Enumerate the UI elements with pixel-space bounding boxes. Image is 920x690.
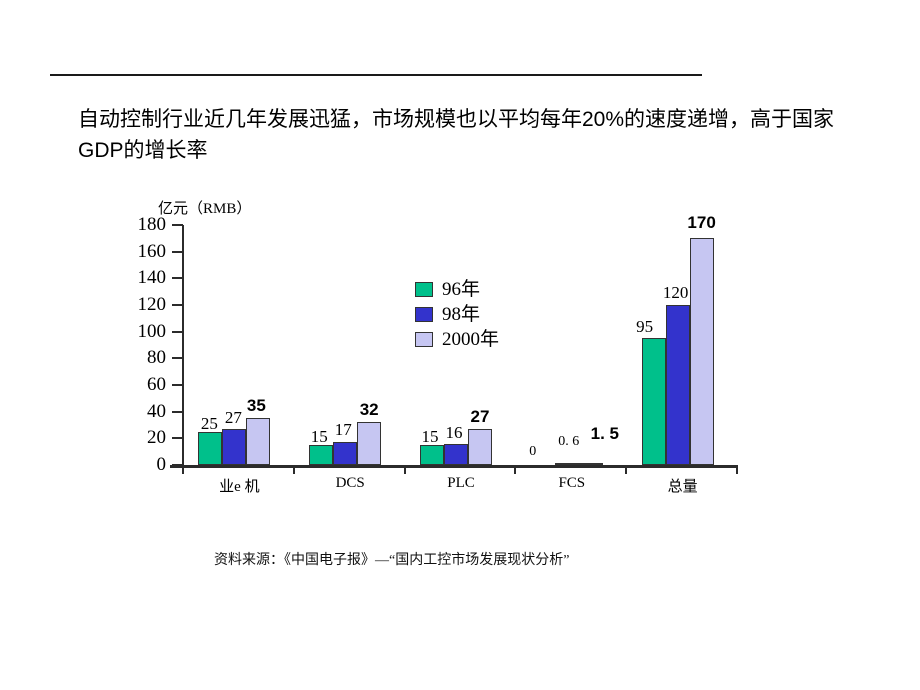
x-axis-tick <box>182 467 184 474</box>
legend-label: 98年 <box>442 304 481 325</box>
bar-96年-PLC <box>420 445 444 465</box>
bar-98年-FCS <box>554 463 579 465</box>
y-axis-tick-label: 40 <box>147 400 166 422</box>
y-axis-tick-label: 160 <box>137 240 167 262</box>
bar-value-label: 27 <box>224 408 242 427</box>
bar-98年-PLC <box>444 443 468 465</box>
legend-label: 96年 <box>442 279 481 300</box>
category-label-PLC: PLC <box>447 475 475 491</box>
bar-98年-业e 机 <box>222 429 247 465</box>
x-axis-tick <box>292 467 295 474</box>
bar-value-label: 16 <box>445 422 463 442</box>
x-axis-tick <box>736 467 738 474</box>
y-axis-tick <box>172 357 183 360</box>
legend-item-2000年: 2000年 <box>415 327 499 352</box>
bar-96年-DCS <box>309 445 334 465</box>
bar-value-label: 27 <box>470 407 490 426</box>
header-divider <box>50 74 702 76</box>
category-label-业e 机: 业e 机 <box>219 479 260 495</box>
bar-value-label: 25 <box>200 413 218 433</box>
bar-value-label: 0. 6 <box>558 434 580 449</box>
y-axis-tick-label: 0 <box>156 454 167 475</box>
y-axis-tick <box>172 304 183 306</box>
legend-swatch-icon <box>415 282 433 297</box>
bar-96年-总量 <box>641 338 666 465</box>
bar-value-label: 0 <box>529 444 537 459</box>
chart-legend: 96年 98年 2000年 <box>415 277 499 352</box>
bar-2000年-PLC <box>468 429 492 465</box>
x-axis-line <box>170 465 738 468</box>
bar-value-label: 170 <box>687 213 716 233</box>
bar-value-label: 1. 5 <box>590 424 619 443</box>
y-axis-tick-label: 20 <box>147 427 166 449</box>
x-axis-tick <box>625 467 628 474</box>
category-label-DCS: DCS <box>335 475 365 491</box>
legend-item-96年: 96年 <box>415 277 499 302</box>
y-axis-tick <box>172 224 183 226</box>
y-axis-tick-label: 180 <box>137 214 167 235</box>
slide-headline: 自动控制行业近几年发展迅猛，市场规模也以平均每年20%的速度递增，高于国家GDP… <box>78 108 835 162</box>
bar-2000年-FCS <box>578 463 603 465</box>
x-axis-tick <box>403 467 406 474</box>
bar-chart: 亿元（RMB） 180 160 140 120 100 80 60 40 20 0 25 27 35 1… <box>110 195 750 495</box>
legend-item-98年: 98年 <box>415 302 499 327</box>
y-axis-tick-label: 60 <box>147 374 166 395</box>
bar-98年-DCS <box>333 442 358 465</box>
y-axis-tick <box>172 384 183 386</box>
bar-value-label: 17 <box>334 420 352 440</box>
legend-swatch-icon <box>415 332 433 347</box>
y-axis-tick-label: 80 <box>147 347 166 369</box>
y-axis-tick-label: 120 <box>137 294 167 315</box>
category-label-FCS: FCS <box>558 475 586 491</box>
y-axis-tick <box>172 277 183 280</box>
y-axis-tick-label: 100 <box>137 320 167 342</box>
y-axis-line <box>182 225 184 467</box>
category-label-总量: 总量 <box>667 479 698 495</box>
y-axis-unit-label: 亿元（RMB） <box>158 201 252 217</box>
bar-2000年-DCS <box>357 422 382 465</box>
bar-value-label: 32 <box>359 400 379 420</box>
source-footnote: 资料来源：《中国电子报》—“国内工控市场发展现状分析” <box>214 553 570 568</box>
bar-96年-业e 机 <box>198 431 223 465</box>
bar-2000年-业e 机 <box>246 418 271 465</box>
y-axis-tick-label: 140 <box>137 267 167 289</box>
legend-label: 2000年 <box>442 329 500 350</box>
y-axis-tick <box>172 437 183 440</box>
bar-value-label: 95 <box>636 317 654 337</box>
y-axis-tick <box>172 330 183 333</box>
x-axis-tick <box>514 467 517 474</box>
bar-value-label: 120 <box>662 283 689 302</box>
bar-2000年-总量 <box>689 238 714 465</box>
bar-value-label: 15 <box>421 427 439 446</box>
y-axis-tick <box>172 464 183 466</box>
bar-value-label: 35 <box>246 396 266 416</box>
y-axis-tick <box>172 410 183 413</box>
legend-swatch-icon <box>415 307 433 322</box>
y-axis-tick <box>172 250 183 253</box>
bar-98年-总量 <box>665 305 690 465</box>
bar-value-label: 15 <box>310 427 328 446</box>
